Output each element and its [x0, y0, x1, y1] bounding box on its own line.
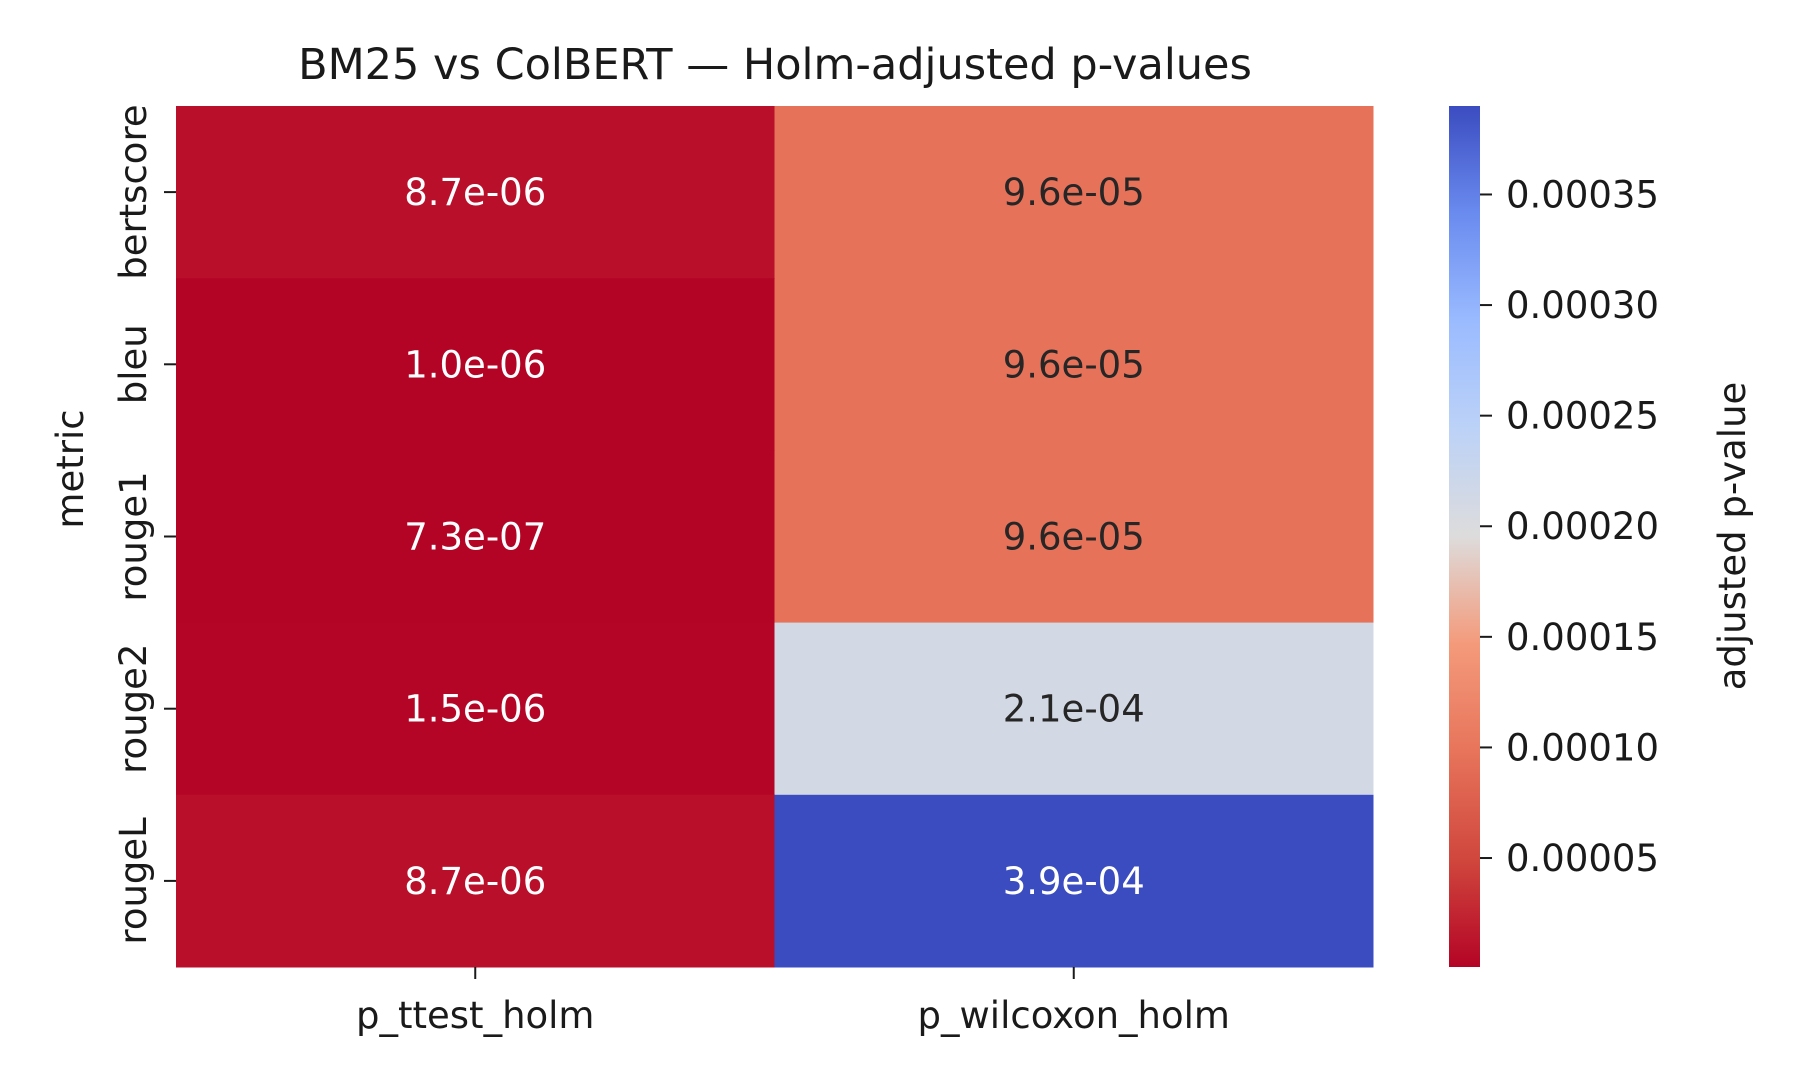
heatmap-cell-bertscore-p_wilcoxon_holm	[774, 106, 1374, 279]
chart-title: BM25 vs ColBERT — Holm-adjusted p-values	[298, 40, 1252, 90]
heatmap-cell-rougeL-p_ttest_holm	[176, 794, 775, 968]
colorbar-tick-label: 0.00030	[1506, 284, 1659, 327]
colorbar-label: adjusted p-value	[1711, 382, 1754, 691]
x-tick-label: p_wilcoxon_holm	[918, 994, 1230, 1037]
heatmap-cell-bleu-p_ttest_holm	[176, 278, 775, 451]
y-tick-label: bertscore	[112, 104, 155, 279]
x-tick-label: p_ttest_holm	[356, 994, 594, 1037]
y-tick-label: rouge1	[112, 471, 155, 601]
cell-value-label: 1.0e-06	[404, 343, 546, 386]
cell-value-label: 9.6e-05	[1003, 343, 1145, 386]
heatmap-cell-rouge2-p_wilcoxon_holm	[774, 622, 1374, 796]
y-tick-label: bleu	[112, 324, 155, 404]
cell-value-label: 8.7e-06	[404, 860, 546, 903]
heatmap-cell-rougeL-p_wilcoxon_holm	[774, 794, 1374, 968]
cell-value-label: 3.9e-04	[1003, 860, 1145, 903]
y-axis: bertscore bleu rouge1 rouge2 rougeL	[112, 104, 176, 945]
colorbar	[1449, 106, 1480, 967]
cell-value-label: 8.7e-06	[404, 171, 546, 214]
colorbar-ticks: 0.00005 0.00010 0.00015 0.00020 0.00025 0.000…	[1480, 173, 1659, 880]
heatmap-cell-rouge2-p_ttest_holm	[176, 622, 775, 796]
cell-value-label: 9.6e-05	[1003, 171, 1145, 214]
cell-value-label: 1.5e-06	[404, 688, 546, 731]
colorbar-tick-label: 0.00010	[1506, 726, 1659, 769]
heatmap-cell-rouge1-p_wilcoxon_holm	[774, 450, 1374, 624]
colorbar-tick-label: 0.00025	[1506, 395, 1659, 438]
heatmap-cell-bleu-p_wilcoxon_holm	[774, 278, 1374, 451]
x-axis: p_ttest_holm p_wilcoxon_holm	[356, 967, 1230, 1037]
y-tick-label: rouge2	[112, 644, 155, 774]
y-tick-label: rougeL	[112, 817, 155, 945]
colorbar-tick-label: 0.00015	[1506, 616, 1659, 659]
cell-value-label: 2.1e-04	[1003, 688, 1145, 731]
colorbar-tick-label: 0.00005	[1506, 837, 1659, 880]
cell-value-label: 9.6e-05	[1003, 516, 1145, 559]
heatmap-cell-rouge1-p_ttest_holm	[176, 450, 775, 624]
cell-value-label: 7.3e-07	[404, 516, 546, 559]
heatmap-cell-bertscore-p_ttest_holm	[176, 106, 775, 279]
heatmap-cells: 8.7e-06 9.6e-05 1.0e-06 9.6e-05 7.3e-07 9.6e-…	[176, 106, 1374, 968]
colorbar-tick-label: 0.00020	[1506, 505, 1659, 548]
colorbar-tick-label: 0.00035	[1506, 173, 1659, 216]
y-axis-label: metric	[49, 409, 92, 528]
